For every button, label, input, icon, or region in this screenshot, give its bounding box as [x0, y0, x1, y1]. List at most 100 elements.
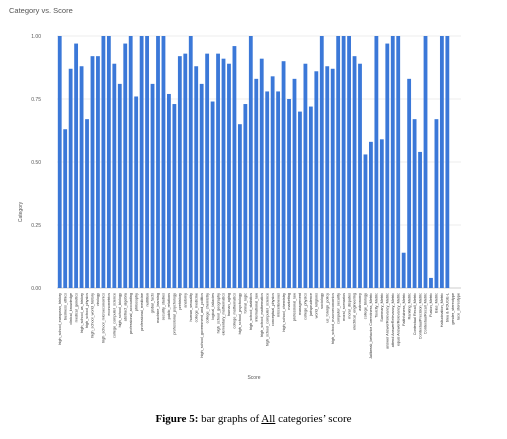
bar	[112, 63, 117, 288]
bar	[385, 43, 390, 289]
x-tick-label: Summary_Metric	[380, 293, 384, 322]
bar	[374, 36, 379, 288]
y-tick-label: 1.00	[31, 34, 41, 40]
x-tick-label: answer AnswerRelevancy_Metric	[385, 293, 389, 349]
bar	[314, 71, 319, 288]
x-tick-label: us_foreign_policy	[325, 293, 329, 323]
x-tick-label: college_computer_science	[113, 293, 117, 338]
bar	[412, 119, 417, 288]
x-tick-label: logical_fallacies	[211, 293, 215, 320]
x-tick-label: astronomy	[358, 293, 362, 311]
x-tick-label: security_studies	[162, 293, 166, 320]
bar	[183, 53, 188, 288]
x-tick-label: public_relations	[167, 293, 171, 319]
bar	[63, 129, 68, 288]
bar	[194, 66, 199, 289]
y-tick-label: 0.25	[31, 223, 41, 229]
bar	[210, 101, 215, 289]
bar	[308, 106, 313, 288]
x-tick-label: Jailbreak_behavior Correctness_Metric	[369, 293, 373, 359]
x-tick-label: professional_accounting	[129, 293, 133, 334]
bar	[123, 43, 128, 289]
x-tick-label: sociology	[320, 293, 324, 309]
y-tick-label: 0.50	[31, 160, 41, 166]
bar	[369, 141, 373, 288]
bar	[205, 53, 210, 288]
bar	[390, 36, 395, 288]
x-tick-label: Fusion_Metric	[429, 293, 433, 317]
bar	[303, 63, 308, 288]
x-tick-label: Hallucination_Metric	[440, 293, 444, 327]
bar	[232, 46, 237, 288]
bar	[199, 83, 204, 288]
figure-caption: Figure 5: bar graphs of All categories’ …	[0, 413, 507, 425]
bar	[106, 36, 111, 288]
bar	[325, 66, 330, 289]
x-tick-label: high_school_geography	[216, 293, 220, 333]
bar	[396, 36, 401, 288]
x-tick-label: prehistory	[178, 293, 182, 310]
x-tick-label: virology	[96, 293, 100, 306]
bar	[352, 56, 357, 288]
bar	[145, 36, 149, 288]
x-tick-label: ContextualPrecision_Metric	[418, 293, 422, 339]
x-tick-label: elementary_mathematics	[222, 293, 226, 336]
x-tick-label: global_facts	[151, 293, 155, 313]
x-tick-label: world_religions	[315, 293, 319, 318]
bar	[336, 36, 341, 288]
x-tick-label: high_school_physics	[85, 293, 89, 328]
x-tick-label: professional_law	[293, 293, 297, 322]
bar	[68, 68, 73, 288]
x-tick-label: anatomy	[183, 293, 187, 308]
x-tick-label: human_aging	[227, 293, 231, 316]
bar	[117, 83, 122, 288]
caption-underlined-word: All	[261, 413, 276, 425]
bar	[341, 36, 346, 288]
bar	[363, 154, 368, 288]
bar	[319, 36, 324, 288]
x-tick-label: business_ethics	[63, 293, 67, 320]
bar	[298, 111, 302, 288]
bar	[90, 56, 95, 288]
x-tick-label: marketing	[287, 293, 291, 310]
bar	[434, 119, 439, 288]
bar	[177, 56, 182, 288]
x-tick-label: electrical_engineering	[353, 293, 357, 330]
bar	[281, 61, 286, 289]
x-tick-label: international_law	[254, 293, 258, 322]
x-tick-label: high_school_european_history	[58, 293, 62, 345]
x-tick-label: management	[298, 292, 302, 315]
bar	[292, 78, 297, 288]
x-tick-label: human_sexuality	[189, 293, 193, 322]
bar	[265, 91, 270, 288]
bar	[243, 104, 248, 288]
bar	[227, 63, 231, 288]
x-tick-label: miscellaneous	[276, 293, 280, 317]
x-tick-label: high_school_psychology	[238, 293, 242, 334]
bar	[423, 36, 428, 288]
bar	[101, 36, 106, 288]
caption-text-after: categories’ score	[275, 413, 352, 425]
x-axis-label: Score	[247, 375, 260, 381]
bar	[445, 36, 450, 288]
bar	[439, 36, 444, 288]
bar	[134, 96, 139, 288]
bar	[276, 91, 281, 288]
bar	[188, 36, 193, 288]
x-tick-label: professional_medicine	[140, 293, 144, 331]
x-tick-label: high_school_microeconomics	[102, 293, 106, 343]
x-tick-label: Toxicity_Metric	[375, 293, 379, 318]
bar	[156, 36, 160, 288]
x-tick-labels: high_school_european_history business_eth…	[58, 292, 461, 359]
x-tick-label: Contextual Recall_Metric	[413, 293, 417, 335]
bar	[330, 68, 335, 288]
chart-title: Category vs. Score	[9, 6, 73, 15]
x-tick-label: high_school_chemistry	[282, 293, 286, 332]
x-tick-label: college_physics	[304, 293, 308, 320]
x-tick-label: attend AnswerRelevancy_Metric	[391, 293, 395, 347]
x-tick-label: clinical_knowledge	[69, 293, 73, 325]
x-tick-label: college_biology	[364, 293, 368, 319]
x-tick-label: gender_stereotype	[451, 293, 455, 325]
x-tick-label: professional_psychology	[173, 293, 177, 335]
x-tick-label: equal AnswerRelevancy_Metric	[396, 293, 400, 346]
